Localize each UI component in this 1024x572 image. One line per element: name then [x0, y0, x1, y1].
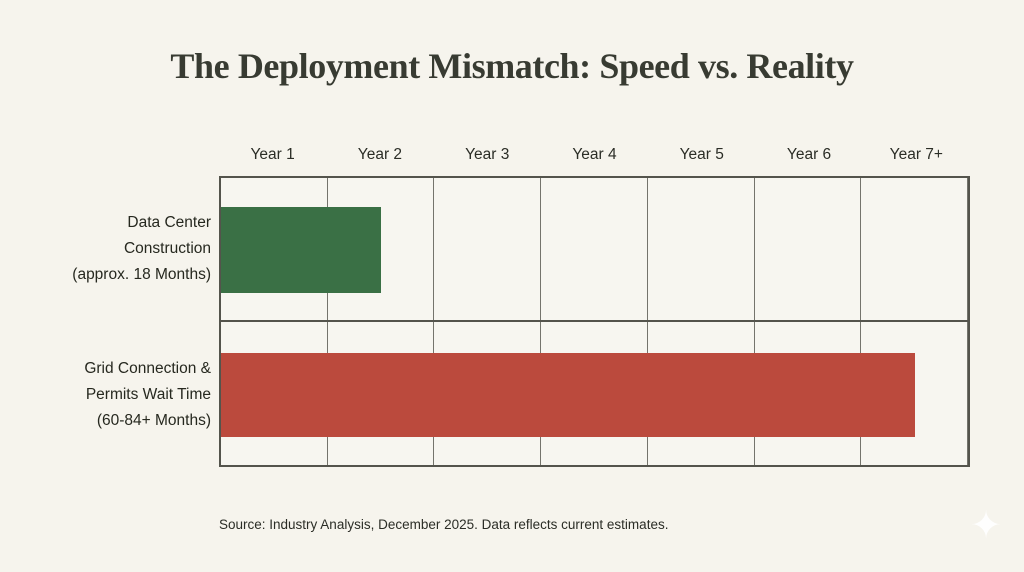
row-label-data-center-construction: Data Center Construction (approx. 18 Mon…: [18, 210, 211, 288]
row-label-line: Permits Wait Time: [85, 386, 211, 403]
x-tick-year-2: Year 2: [357, 146, 403, 163]
x-tick-year-3: Year 3: [465, 146, 510, 163]
row-label-line: (60-84+ Months): [96, 412, 211, 429]
bar-data-center-construction: [221, 207, 382, 293]
x-axis-labels: Year 1 Year 2 Year 3 Year 4 Year 5 Year …: [219, 144, 970, 166]
source-note: Source: Industry Analysis, December 2025…: [219, 517, 669, 532]
x-tick-year-6: Year 6: [786, 146, 832, 163]
chart-grid: [219, 176, 970, 467]
row-label-line: Grid Connection &: [84, 360, 211, 377]
row-label-line: Construction: [123, 240, 211, 257]
row-label-line: Data Center: [127, 214, 211, 231]
x-tick-year-7plus: Year 7+: [889, 146, 943, 163]
grid-row-divider: [221, 320, 968, 322]
row-label-line: (approx. 18 Months): [72, 266, 211, 283]
x-tick-year-4: Year 4: [572, 146, 617, 163]
page-title: The Deployment Mismatch: Speed vs. Reali…: [170, 46, 854, 86]
row-label-grid-connection-wait-time: Grid Connection & Permits Wait Time (60-…: [18, 356, 211, 434]
sparkle-icon: ✦: [970, 505, 1002, 547]
bar-grid-connection-wait-time: [221, 353, 915, 437]
x-tick-year-5: Year 5: [679, 146, 724, 163]
x-tick-year-1: Year 1: [250, 146, 295, 163]
